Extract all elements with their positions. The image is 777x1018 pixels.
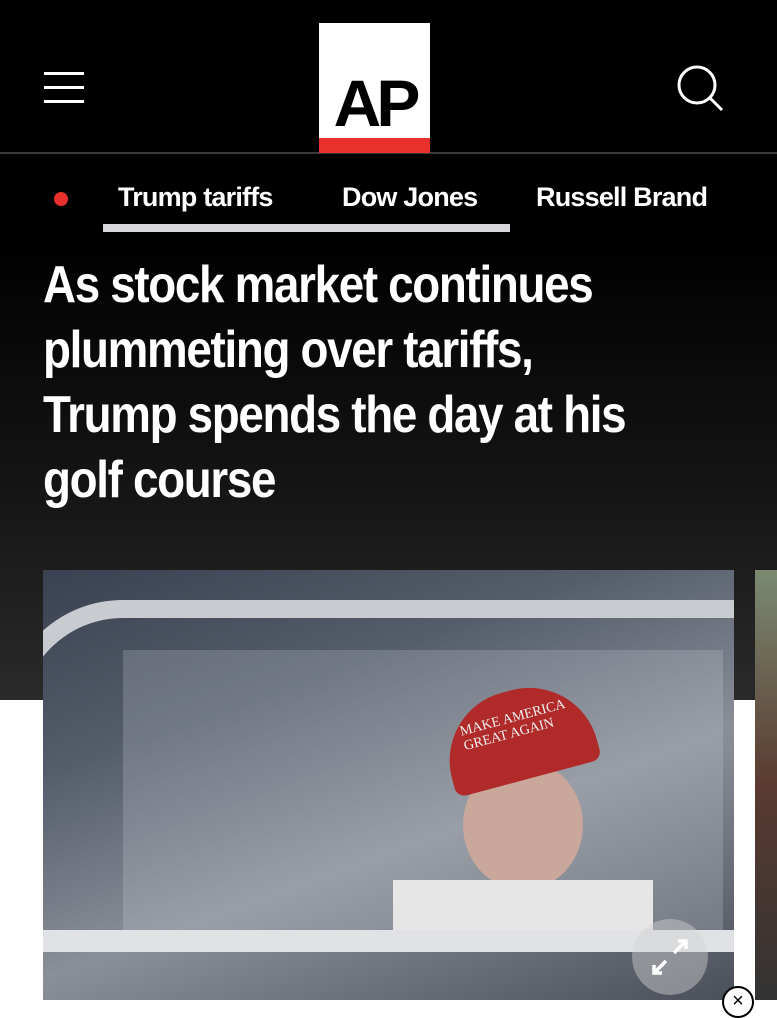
article-photo[interactable]: MAKE AMERICA GREAT AGAIN [43, 570, 734, 1000]
ap-logo[interactable]: AP [319, 23, 430, 153]
nav-scroll-indicator [103, 224, 510, 232]
headline: As stock market continues plummeting ove… [43, 256, 627, 509]
search-icon[interactable] [676, 64, 724, 112]
hamburger-icon[interactable] [44, 72, 84, 104]
site-header: AP [0, 0, 777, 154]
close-icon[interactable]: × [722, 986, 754, 1018]
next-photo-edge [755, 570, 777, 1000]
nav-item-russell-brand[interactable]: Russell Brand [536, 182, 708, 212]
nav-item-dow-jones[interactable]: Dow Jones [342, 182, 478, 212]
live-dot-icon [54, 192, 68, 206]
expand-icon[interactable] [632, 919, 708, 995]
nav-item-trump-tariffs[interactable]: Trump tariffs [118, 182, 273, 212]
